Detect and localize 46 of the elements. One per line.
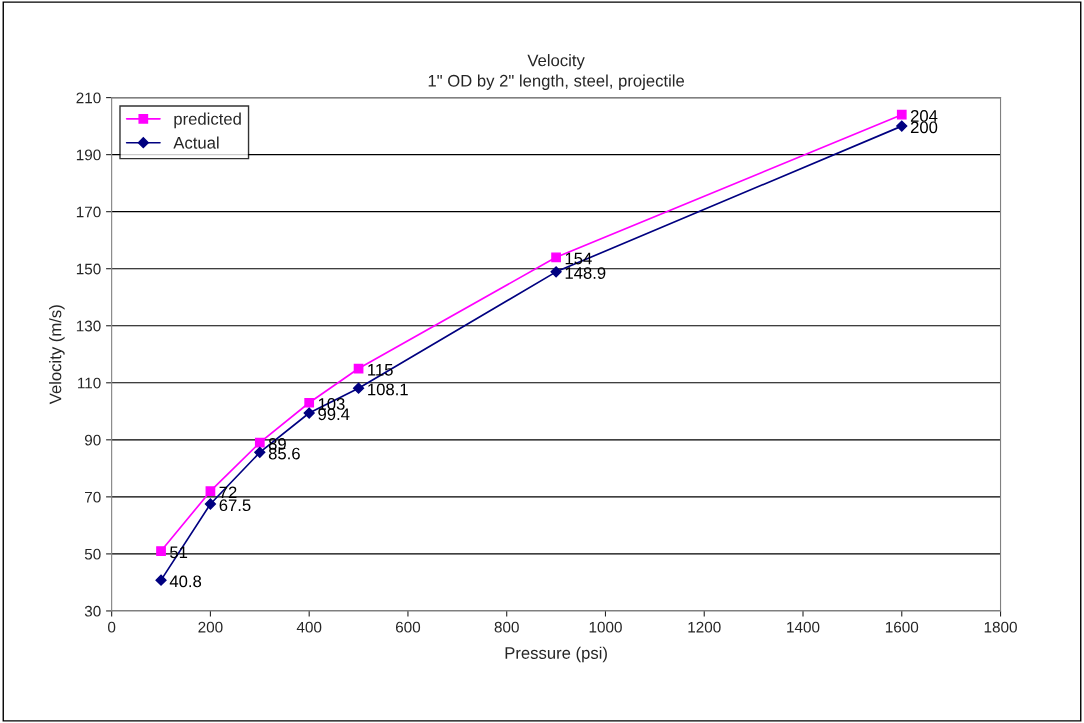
x-tick-label: 1000 [589, 621, 622, 633]
data-label: 108.1 [368, 383, 408, 396]
point [304, 397, 315, 408]
point [352, 382, 365, 394]
point [156, 546, 166, 556]
y-axis-title: Velocity (m/s) [49, 305, 65, 405]
chart-title: Velocity [527, 54, 585, 70]
y-tick-label: 90 [84, 434, 101, 446]
point [896, 109, 907, 120]
x-tick-label: 0 [108, 621, 116, 633]
x-tick-label: 1400 [787, 621, 820, 633]
data-label: 99.4 [318, 408, 350, 421]
legend-label: Actual [173, 136, 219, 149]
point [254, 437, 265, 448]
x-tick-label: 1800 [984, 621, 1017, 633]
data-label: 148.9 [565, 267, 606, 279]
data-label: 67.5 [219, 499, 251, 512]
point [254, 446, 266, 458]
x-axis-title: Pressure (psi) [505, 646, 607, 663]
x-tick-label: 600 [395, 621, 421, 633]
x-tick-label: 400 [296, 621, 322, 633]
x-tick-label: 200 [198, 621, 223, 633]
point [155, 574, 167, 586]
x-tick-label: 1200 [688, 621, 721, 633]
point [205, 486, 216, 497]
point [550, 266, 562, 278]
data-label: 40.8 [169, 575, 202, 588]
y-tick-label: 30 [84, 605, 101, 617]
y-tick-label: 170 [76, 206, 101, 218]
y-tick-label: 210 [76, 92, 101, 104]
y-tick-label: 70 [85, 491, 101, 503]
y-tick-label: 130 [76, 320, 101, 332]
y-tick-label: 190 [76, 149, 101, 161]
point [303, 407, 315, 419]
point [896, 120, 908, 132]
x-tick-label: 1600 [885, 621, 919, 633]
point [204, 498, 217, 510]
legend-label: predicted [174, 112, 241, 129]
y-tick-label: 110 [78, 377, 101, 389]
chart-subtitle: 1" OD by 2" length, steel, projectile [428, 74, 685, 90]
data-label: 200 [910, 121, 938, 134]
point [551, 252, 561, 263]
y-tick-label: 150 [76, 263, 101, 275]
x-tick-label: 800 [494, 621, 519, 633]
y-tick-label: 50 [84, 548, 101, 560]
data-label: 204 [910, 110, 938, 122]
